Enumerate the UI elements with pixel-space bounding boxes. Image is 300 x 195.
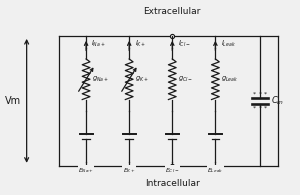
Text: $I_{Leak}$: $I_{Leak}$ bbox=[221, 39, 236, 49]
Text: Extracellular: Extracellular bbox=[144, 7, 201, 16]
Text: *: * bbox=[253, 105, 256, 111]
Text: $g_{Na+}$: $g_{Na+}$ bbox=[92, 75, 109, 84]
Text: $C_m$: $C_m$ bbox=[271, 95, 284, 107]
Text: $E_{Cl-}$: $E_{Cl-}$ bbox=[165, 166, 179, 175]
Text: $I_{Cl-}$: $I_{Cl-}$ bbox=[178, 39, 190, 49]
Text: *: * bbox=[264, 105, 267, 111]
Text: *: * bbox=[253, 91, 256, 96]
Text: *: * bbox=[258, 105, 262, 111]
Text: *: * bbox=[258, 91, 262, 96]
Text: $g_{Cl-}$: $g_{Cl-}$ bbox=[178, 75, 193, 84]
Text: $I_{Na+}$: $I_{Na+}$ bbox=[92, 39, 106, 49]
Text: $E_{Na+}$: $E_{Na+}$ bbox=[78, 166, 94, 175]
Text: $g_{K+}$: $g_{K+}$ bbox=[135, 75, 149, 84]
Text: Vm: Vm bbox=[5, 96, 21, 106]
Text: Intracellular: Intracellular bbox=[145, 179, 200, 188]
Text: $E_{Leak}$: $E_{Leak}$ bbox=[207, 166, 224, 175]
Text: $I_{K+}$: $I_{K+}$ bbox=[134, 39, 146, 49]
Text: *: * bbox=[264, 91, 267, 96]
Text: $E_{K+}$: $E_{K+}$ bbox=[123, 166, 136, 175]
Text: $g_{Leak}$: $g_{Leak}$ bbox=[221, 75, 239, 84]
